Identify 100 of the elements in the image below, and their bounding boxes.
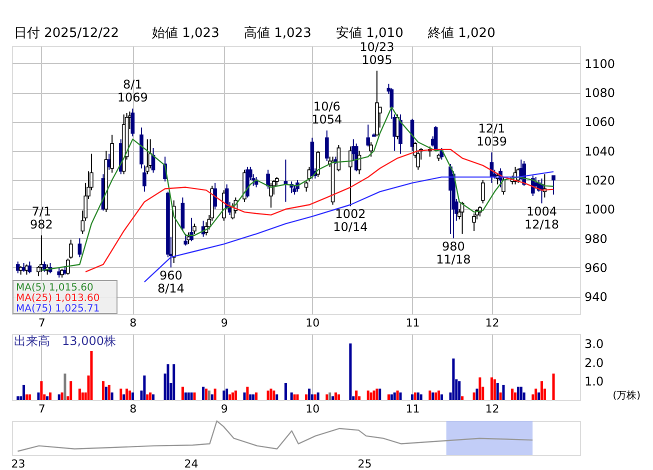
- bar: [81, 392, 84, 400]
- bar: [434, 392, 438, 400]
- candlestick: [16, 261, 20, 274]
- bar: [108, 384, 110, 400]
- bar: [28, 394, 31, 400]
- bar: [208, 390, 210, 400]
- y-tick-label: 980: [584, 232, 608, 246]
- bar: [520, 386, 522, 400]
- bar: [40, 381, 43, 400]
- annotation: 8/1 1069: [117, 78, 148, 105]
- y-tick-label: 1040: [584, 144, 616, 158]
- bar: [293, 394, 296, 400]
- bar: [452, 358, 455, 400]
- bar: [131, 392, 134, 400]
- bar: [64, 374, 66, 400]
- x-tick-label: 12: [485, 402, 500, 416]
- bar: [493, 379, 496, 400]
- x-tick-label: 8: [130, 402, 137, 416]
- bar: [152, 394, 155, 400]
- bar: [432, 392, 434, 400]
- candlestick: [366, 124, 370, 147]
- candlestick: [66, 258, 70, 276]
- candlestick: [369, 142, 373, 158]
- bar: [234, 390, 237, 400]
- bar: [78, 388, 81, 400]
- bar: [49, 392, 52, 400]
- candlestick: [192, 223, 196, 234]
- bar: [387, 394, 390, 400]
- x-tick-label: 23: [11, 458, 26, 470]
- x-tick-label: 12: [485, 316, 500, 330]
- bar: [349, 343, 352, 400]
- y-tick-label: 960: [584, 260, 608, 275]
- text: MA(75) 1,025.71: [16, 304, 100, 314]
- bar: [355, 390, 358, 400]
- bar: [25, 394, 28, 400]
- bar: [476, 388, 478, 400]
- x-tick-label: 10: [306, 316, 320, 330]
- bar: [516, 386, 520, 400]
- bar: [143, 375, 146, 400]
- y-tick-label: 940: [584, 290, 608, 304]
- bar: [370, 392, 372, 400]
- candlestick: [398, 114, 402, 154]
- candlestick: [266, 169, 270, 190]
- bar: [552, 374, 555, 400]
- y-tick-label: 1100: [584, 56, 616, 71]
- bar: [396, 390, 399, 400]
- bar: [472, 392, 476, 400]
- bar: [184, 392, 187, 400]
- bar: [316, 392, 320, 400]
- bar: [122, 394, 126, 400]
- bar: [37, 392, 40, 400]
- x-tick-label: 11: [406, 402, 420, 416]
- bar: [416, 392, 420, 400]
- bar: [146, 394, 149, 400]
- bar: [314, 394, 316, 400]
- bar: [411, 394, 414, 400]
- text: MA(25) 1,013.60: [16, 293, 100, 304]
- bar: [437, 390, 440, 400]
- annotation: 10/23 1095: [360, 40, 394, 67]
- series-label: MA(5) 1,015.60: [16, 282, 94, 294]
- bar: [272, 390, 276, 400]
- y-tick-label: 3.0: [584, 336, 604, 351]
- x-tick-label: 11: [406, 316, 420, 330]
- bar: [440, 394, 443, 400]
- bar: [372, 390, 376, 400]
- bar: [22, 384, 26, 400]
- bar: [326, 394, 328, 400]
- x-tick-label: 10: [306, 402, 320, 416]
- bar: [187, 392, 190, 400]
- bar: [366, 390, 370, 400]
- bar: [214, 388, 216, 400]
- bar: [414, 392, 416, 400]
- annotation: 7/1 982: [30, 204, 53, 232]
- bar: [332, 396, 334, 400]
- candlestick: [269, 182, 273, 208]
- y-tick-label: 1000: [584, 202, 616, 217]
- annotation: 1002 10/14: [333, 207, 368, 234]
- bar: [458, 381, 461, 400]
- bar: [511, 388, 514, 400]
- y-tick-label: 2.0: [584, 356, 604, 370]
- bar: [231, 392, 234, 400]
- candlestick: [480, 180, 485, 204]
- bar: [478, 377, 482, 400]
- bar: [128, 390, 131, 400]
- bar: [126, 388, 128, 400]
- text: 高値 1,023: [244, 25, 312, 41]
- y-tick-label: 1020: [584, 174, 616, 188]
- bar: [393, 392, 396, 400]
- bar: [193, 392, 196, 400]
- candlestick: [130, 108, 135, 137]
- bar: [228, 394, 232, 400]
- text: 始値 1,023: [152, 26, 220, 41]
- bar: [305, 394, 308, 400]
- bar: [296, 394, 299, 400]
- candlestick: [316, 150, 320, 178]
- bar: [534, 388, 538, 400]
- bar: [70, 381, 72, 400]
- text: 安値 1,010: [336, 25, 404, 41]
- bar: [104, 386, 108, 400]
- bar: [499, 392, 502, 400]
